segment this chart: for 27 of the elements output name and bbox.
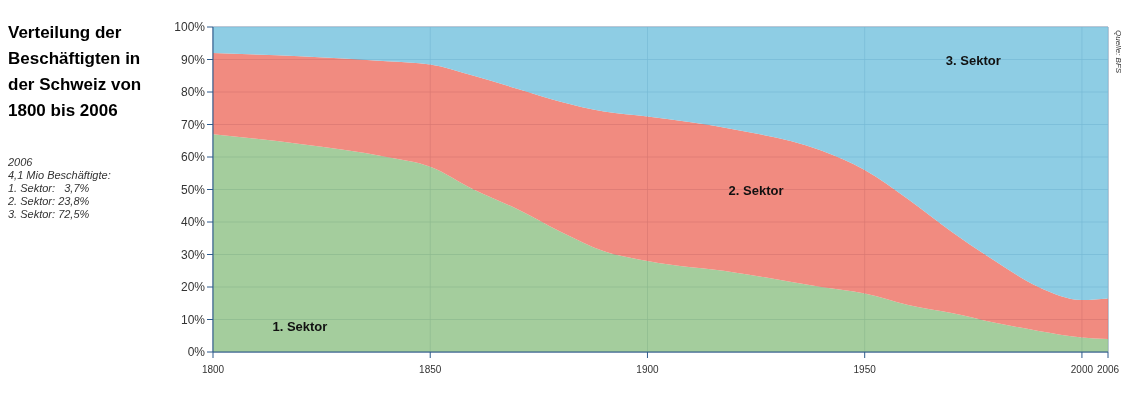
- y-tick-label: 30%: [180, 247, 206, 262]
- text: 2. Sektor: 23,8%: [8, 195, 91, 208]
- source-note: Quelle: BFS: [1114, 30, 1123, 74]
- text: 2006: [8, 156, 34, 169]
- y-tick-label: 60%: [180, 150, 206, 165]
- x-tick-label: 2006: [1096, 364, 1120, 375]
- x-tick-label: 1950: [853, 364, 877, 375]
- text: Verteilung der Beschäftigten in der Schweiz von 1800 bis 2006: [8, 22, 143, 122]
- text: 3. Sektor: 72,5%: [8, 208, 91, 221]
- y-tick-label: 100%: [174, 20, 206, 35]
- series-label: 3. Sektor: [945, 52, 1001, 67]
- y-tick-label: 20%: [180, 280, 206, 295]
- series-label: 1. Sektor: [272, 318, 328, 334]
- y-tick-label: 10%: [180, 312, 206, 327]
- y-tick-label: 70%: [180, 117, 206, 132]
- y-tick-label: 50%: [180, 182, 206, 197]
- y-tick-label: 90%: [180, 52, 206, 67]
- series-label: 2. Sektor: [728, 182, 784, 197]
- text: 1. Sektor: 3,7%: [8, 182, 91, 195]
- x-tick-label: 1850: [419, 364, 442, 375]
- x-tick-label: 2000: [1070, 364, 1094, 375]
- y-tick-label: 40%: [180, 215, 206, 230]
- y-tick-label: 80%: [180, 85, 206, 100]
- text: 4,1 Mio Beschäftigte:: [8, 169, 112, 182]
- x-tick-label: 1900: [636, 364, 660, 375]
- y-tick-label: 0%: [187, 345, 206, 360]
- x-tick-label: 1800: [201, 364, 225, 375]
